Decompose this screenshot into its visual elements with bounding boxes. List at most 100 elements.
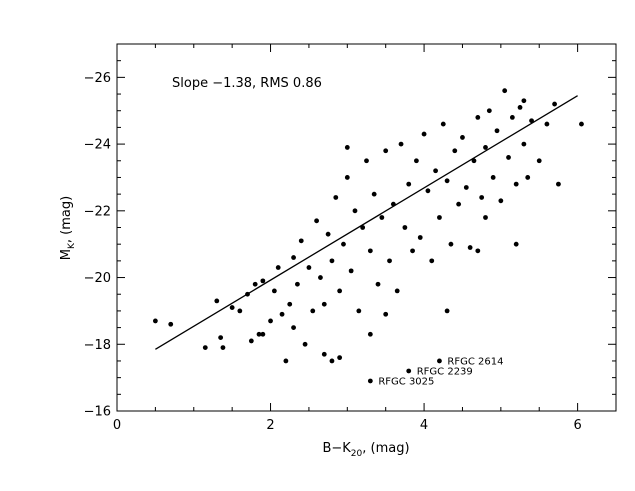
data-point bbox=[556, 181, 561, 187]
data-point bbox=[256, 331, 262, 337]
data-point bbox=[352, 208, 358, 214]
data-point bbox=[337, 288, 343, 294]
data-point bbox=[287, 301, 293, 307]
data-point bbox=[364, 158, 369, 164]
data-point bbox=[152, 318, 158, 324]
data-point bbox=[417, 235, 423, 240]
x-tick-label: 4 bbox=[420, 418, 428, 433]
data-point bbox=[279, 311, 285, 317]
data-point bbox=[463, 185, 469, 190]
data-point bbox=[475, 248, 481, 254]
data-point bbox=[379, 215, 385, 220]
point-label: RFGC 2239 bbox=[417, 366, 473, 377]
data-point bbox=[344, 145, 350, 150]
data-point bbox=[513, 241, 519, 247]
plot-frame bbox=[116, 43, 617, 412]
data-points bbox=[152, 88, 584, 364]
x-axis-title-subscript: 20 bbox=[351, 449, 363, 459]
data-point bbox=[356, 308, 362, 314]
data-point bbox=[367, 331, 373, 337]
data-point bbox=[509, 115, 515, 120]
data-point bbox=[348, 268, 354, 274]
data-point bbox=[202, 345, 208, 351]
data-point bbox=[302, 341, 308, 347]
data-point bbox=[421, 131, 427, 137]
y-axis-title: MK, (mag) bbox=[59, 196, 77, 260]
data-point bbox=[494, 128, 500, 134]
data-point bbox=[437, 215, 442, 220]
labeled-data-point bbox=[367, 378, 373, 384]
data-point bbox=[414, 158, 419, 164]
y-tick-label: −22 bbox=[84, 204, 111, 219]
data-point bbox=[291, 255, 296, 260]
data-point bbox=[237, 308, 243, 314]
data-point bbox=[218, 335, 224, 340]
chart-annotation: Slope −1.38, RMS 0.86 bbox=[172, 76, 322, 91]
data-point bbox=[467, 245, 473, 250]
data-point bbox=[283, 358, 289, 364]
data-point bbox=[268, 318, 273, 324]
data-point bbox=[513, 181, 519, 187]
labeled-data-point bbox=[437, 358, 442, 364]
data-point bbox=[220, 345, 226, 351]
data-point bbox=[429, 258, 435, 264]
data-point bbox=[321, 301, 327, 307]
data-point bbox=[260, 331, 266, 337]
data-point bbox=[321, 351, 327, 357]
data-point bbox=[306, 265, 312, 270]
data-point bbox=[402, 225, 408, 230]
data-point bbox=[271, 288, 277, 294]
data-point bbox=[440, 121, 446, 127]
data-point bbox=[383, 311, 389, 317]
data-point bbox=[168, 321, 174, 327]
data-point bbox=[521, 98, 527, 104]
data-point bbox=[375, 281, 381, 287]
data-point bbox=[275, 265, 281, 270]
x-tick-label: 2 bbox=[266, 418, 274, 433]
data-point bbox=[333, 195, 339, 200]
data-point bbox=[536, 158, 542, 164]
data-point bbox=[298, 238, 304, 244]
data-point bbox=[506, 155, 511, 160]
data-point bbox=[229, 305, 235, 310]
data-point bbox=[291, 325, 296, 330]
point-label: RFGC 2614 bbox=[447, 356, 503, 367]
y-axis-ticks: −16 −18 −20 −22 −24 −26 bbox=[84, 43, 616, 420]
data-point bbox=[371, 191, 377, 197]
data-point bbox=[387, 258, 392, 264]
data-point bbox=[552, 101, 557, 107]
data-point bbox=[517, 104, 523, 110]
data-point bbox=[502, 88, 508, 94]
data-point bbox=[444, 178, 450, 184]
data-point bbox=[337, 355, 343, 361]
data-point bbox=[295, 281, 300, 287]
data-point bbox=[344, 175, 350, 180]
data-point bbox=[471, 158, 477, 164]
labeled-data-point bbox=[406, 368, 412, 374]
y-tick-label: −24 bbox=[84, 138, 111, 153]
data-point bbox=[452, 148, 458, 154]
data-point bbox=[498, 198, 504, 204]
data-point bbox=[456, 201, 462, 207]
y-tick-label: −26 bbox=[84, 71, 111, 86]
data-point bbox=[310, 308, 316, 314]
x-axis-ticks: 0 2 4 6 bbox=[113, 44, 617, 433]
x-tick-label: 6 bbox=[573, 418, 581, 433]
data-point bbox=[260, 278, 266, 284]
data-point bbox=[406, 181, 412, 187]
data-point bbox=[398, 141, 404, 147]
y-tick-label: −16 bbox=[84, 405, 111, 420]
x-tick-label: 0 bbox=[113, 418, 121, 433]
data-point bbox=[410, 248, 415, 254]
data-point bbox=[360, 225, 366, 230]
data-point bbox=[214, 298, 220, 304]
data-point bbox=[486, 108, 492, 114]
y-tick-label: −20 bbox=[84, 271, 111, 286]
data-point bbox=[394, 288, 400, 294]
data-point bbox=[579, 121, 584, 127]
data-point bbox=[252, 281, 258, 287]
regression-line bbox=[155, 95, 578, 350]
data-point bbox=[329, 358, 335, 364]
